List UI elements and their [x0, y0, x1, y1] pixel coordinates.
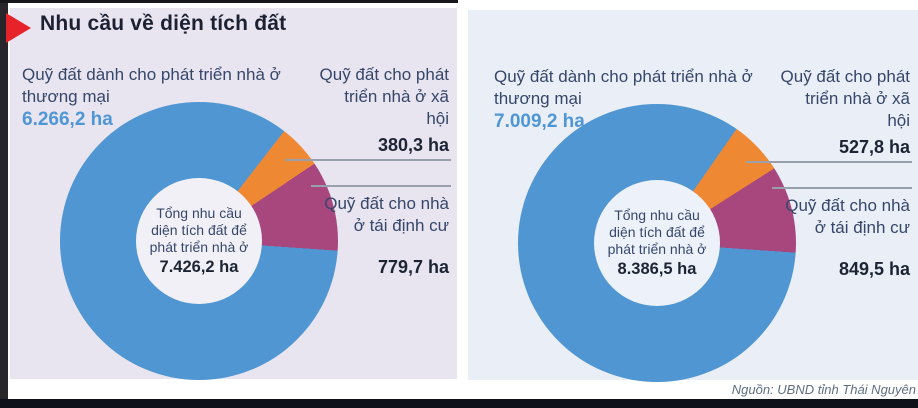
source-attribution: Nguồn: UBND tỉnh Thái Nguyên [731, 382, 916, 397]
donut-center-value: 7.426,2 ha [159, 258, 239, 276]
callout-line-social [746, 161, 912, 163]
social-housing-label: Quỹ đất cho phát triển nhà ở xã hội [319, 65, 449, 128]
donut-center-left: Tổng nhu cầu diện tích đất để phát triển… [136, 178, 262, 304]
commercial-land-label: Quỹ đất dành cho phát triển nhà ở thương… [22, 65, 281, 106]
social-housing-label: Quỹ đất cho phát triển nhà ở xã hội [780, 67, 910, 130]
page-edge-left [0, 0, 8, 408]
page-edge-top [0, 0, 458, 3]
callout-line-resettlement [772, 187, 912, 189]
resettlement-label: Quỹ đất cho nhà ở tái định cư [324, 194, 449, 235]
resettlement-label: Quỹ đất cho nhà ở tái định cư [785, 196, 910, 237]
page-edge-bottom [0, 399, 918, 408]
donut-chart-right: Tổng nhu cầu diện tích đất để phát triển… [518, 104, 796, 382]
donut-chart-left: Tổng nhu cầu diện tích đất để phát triển… [60, 102, 338, 380]
donut-center-value: 8.386,5 ha [617, 260, 697, 278]
commercial-land-label: Quỹ đất dành cho phát triển nhà ở thương… [494, 67, 753, 108]
commercial-land-value: 7.009,2 ha [494, 111, 585, 132]
commercial-land-value: 6.266,2 ha [22, 109, 113, 130]
callout-line-resettlement [311, 185, 451, 187]
chart-panel-right: Quỹ đất dành cho phát triển nhà ở thương… [468, 10, 918, 382]
resettlement-value: 779,7 ha [377, 257, 449, 277]
donut-center-right: Tổng nhu cầu diện tích đất để phát triển… [594, 180, 720, 306]
social-housing-value: 527,8 ha [838, 137, 910, 157]
chart-panel-left: Quỹ đất dành cho phát triển nhà ở thương… [10, 8, 457, 380]
donut-center-label: Tổng nhu cầu diện tích đất để phát triển… [149, 205, 249, 255]
resettlement-value: 849,5 ha [838, 259, 910, 279]
page-title: Nhu cầu về diện tích đất [40, 12, 287, 35]
red-triangle-icon [6, 13, 31, 43]
callout-line-social [285, 159, 451, 161]
donut-center-label: Tổng nhu cầu diện tích đất để phát triển… [607, 207, 707, 257]
social-housing-value: 380,3 ha [377, 135, 449, 155]
